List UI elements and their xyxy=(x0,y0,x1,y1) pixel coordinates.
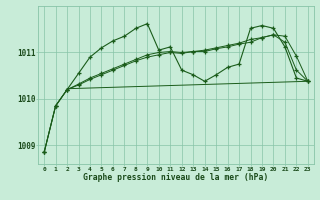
X-axis label: Graphe pression niveau de la mer (hPa): Graphe pression niveau de la mer (hPa) xyxy=(84,173,268,182)
